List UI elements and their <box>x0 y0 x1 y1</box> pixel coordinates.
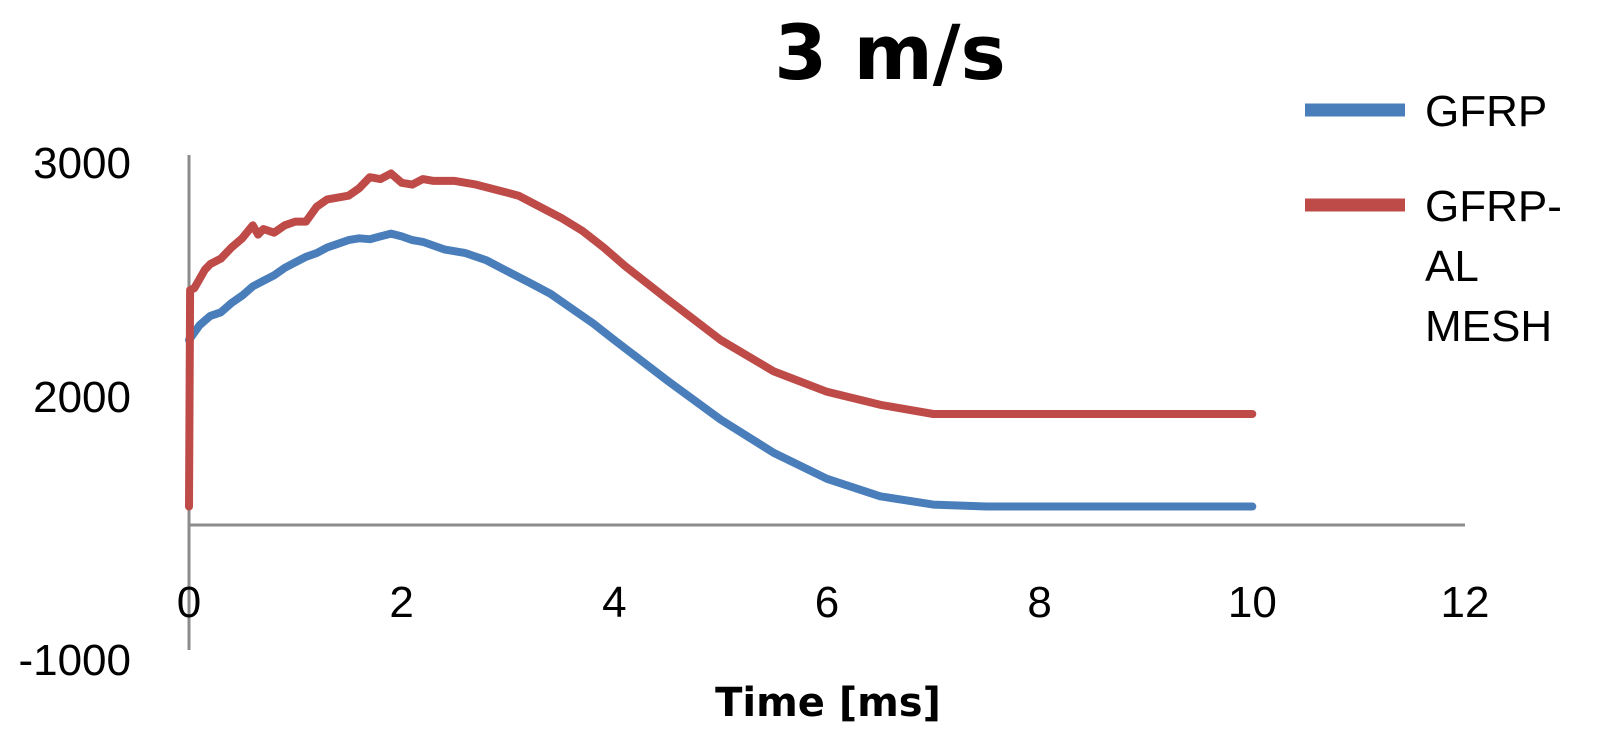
legend-label: GFRP- <box>1425 182 1562 231</box>
series-line-gfrp <box>185 229 1257 511</box>
y-tick-label: 2000 <box>33 373 131 422</box>
y-axis-ticks: 3000 2000 -1000 <box>18 139 131 685</box>
x-axis-label: Time [ms] <box>715 680 941 726</box>
x-tick-label: 2 <box>389 578 413 627</box>
x-tick-label: 4 <box>602 578 626 627</box>
legend-label: AL <box>1425 242 1479 291</box>
y-tick-label: 3000 <box>33 139 131 188</box>
chart-title: 3 m/s <box>774 8 1006 97</box>
y-tick-label: -1000 <box>18 636 131 685</box>
axes <box>187 155 1465 650</box>
legend-label: GFRP <box>1425 87 1547 136</box>
x-tick-label: 8 <box>1027 578 1051 627</box>
x-tick-label: 0 <box>177 578 201 627</box>
x-tick-label: 10 <box>1228 578 1277 627</box>
x-tick-label: 12 <box>1441 578 1490 627</box>
series-layer <box>185 169 1257 511</box>
series-line-gfrp-al-mesh <box>185 169 1257 511</box>
legend: GFRP GFRP- AL MESH <box>1305 87 1562 351</box>
x-axis-ticks: 0 2 4 6 8 10 12 <box>177 578 1490 627</box>
x-tick-label: 6 <box>815 578 839 627</box>
legend-label: MESH <box>1425 302 1552 351</box>
